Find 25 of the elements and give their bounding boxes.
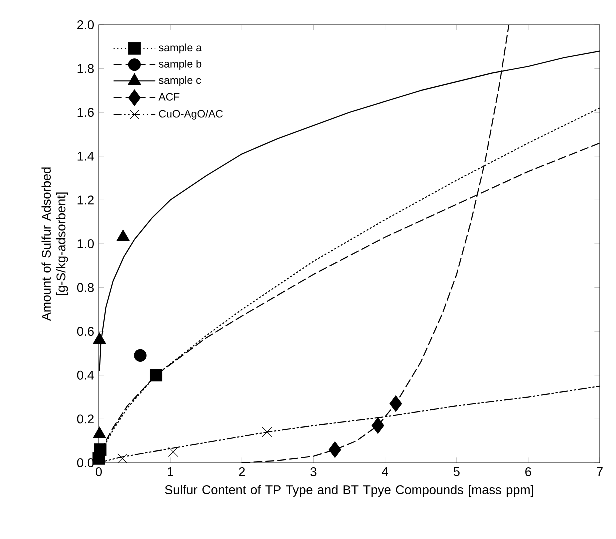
- x-tick-label: 2: [239, 467, 246, 476]
- y-tick-label: 0.4: [77, 370, 94, 380]
- legend-label: CuO-AgO/AC: [159, 110, 223, 120]
- legend-label: sample c: [159, 76, 202, 86]
- y-tick-label: 0.6: [77, 327, 94, 336]
- x-tick-label: 4: [382, 467, 388, 476]
- y-tick-label: 0.8: [77, 283, 94, 292]
- x-tick-label: 6: [526, 467, 532, 476]
- x-axis-title: Sulfur Content of TP Type and BT Tpye Compounds [mass ppm]: [165, 485, 534, 497]
- y-tick-label: 1.8: [78, 64, 94, 74]
- x-tick-label: 1: [168, 467, 174, 476]
- y-tick-label: 1.4: [78, 152, 94, 161]
- x-tick-label: 5: [454, 467, 460, 476]
- y-tick-label: 1.2: [78, 196, 94, 205]
- x-tick-label: 7: [597, 467, 603, 476]
- y-tick-label: 1.6: [78, 108, 94, 118]
- x-tick-label: 0: [96, 467, 102, 476]
- y-tick-label: 2.0: [78, 20, 94, 30]
- y-axis-title: Amount of Sulfur Adsorbed [g-S/kg-adsorbent]: [42, 168, 68, 322]
- x-tick-label: 3: [310, 467, 317, 476]
- legend-label: ACF: [158, 93, 180, 101]
- legend-label: sample b: [159, 60, 202, 70]
- y-tick-label: 0.2: [77, 414, 94, 424]
- legend-label: sample a: [159, 44, 202, 54]
- y-tick-label: 1.0: [78, 240, 94, 248]
